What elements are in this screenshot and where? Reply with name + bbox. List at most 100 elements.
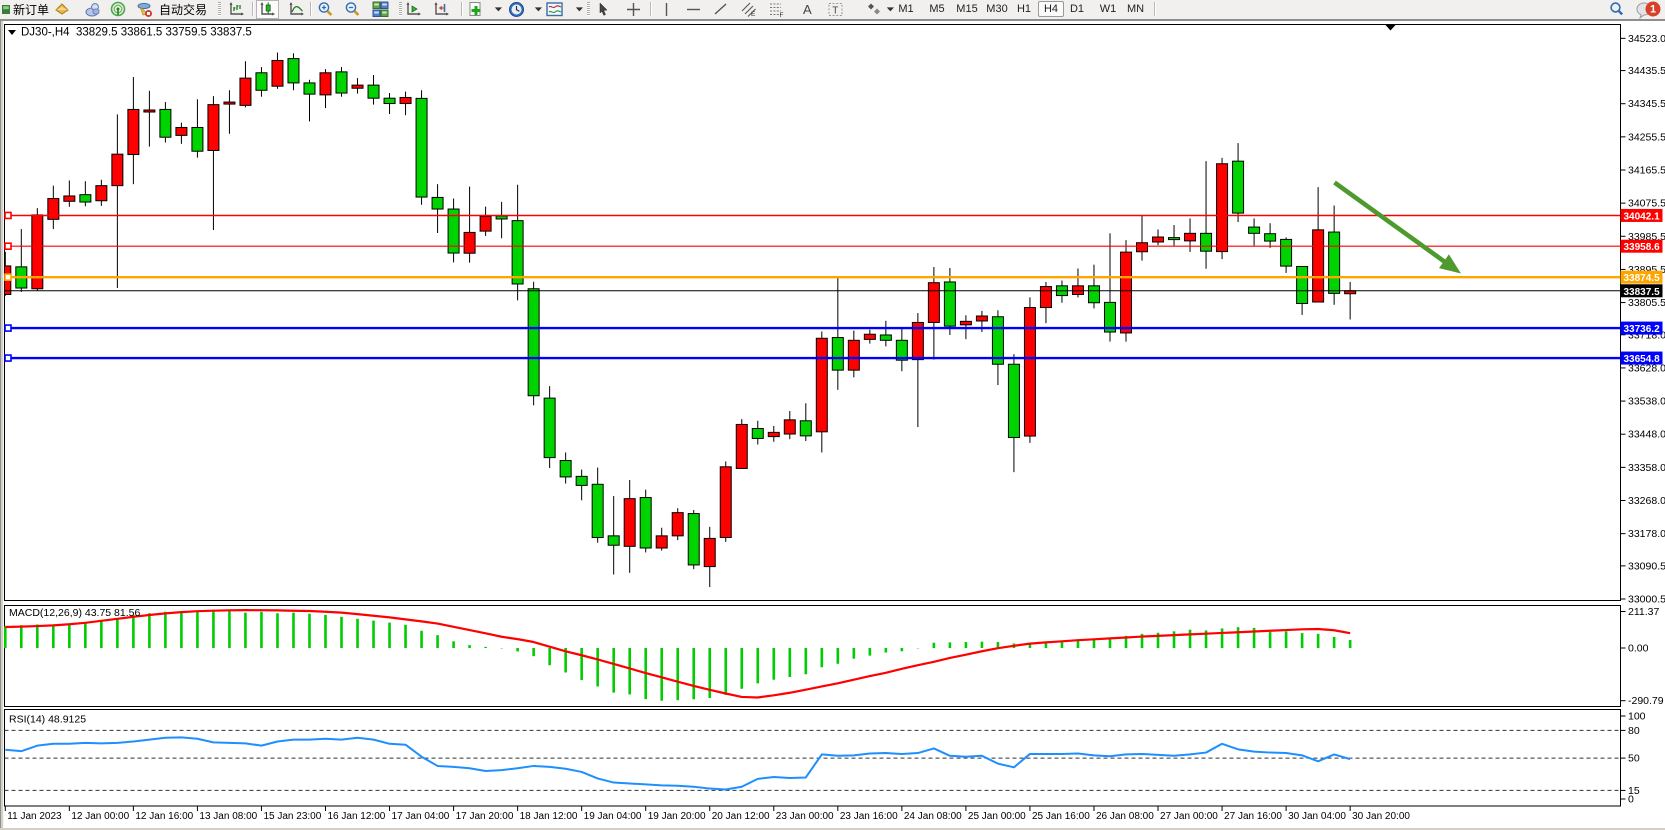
arrows-tool-icon[interactable]	[866, 1, 883, 18]
price-chip-33837.5: 33837.5	[1620, 284, 1663, 298]
toolbar-separator	[252, 2, 254, 16]
bar-chart-mode-icon[interactable]	[228, 1, 245, 18]
periods-dropdown-icon[interactable]	[530, 1, 547, 18]
svg-text:27 Jan 16:00: 27 Jan 16:00	[1224, 811, 1282, 822]
periods-icon[interactable]	[508, 1, 525, 18]
svg-text:34255.5: 34255.5	[1628, 131, 1665, 143]
svg-text:34435.5: 34435.5	[1628, 65, 1665, 77]
candles	[5, 52, 1357, 588]
template-dropdown-icon[interactable]	[571, 1, 588, 18]
horizontal-lines[interactable]	[4, 211, 1621, 362]
tile-windows-icon[interactable]	[372, 1, 389, 18]
vertical-line-tool-icon[interactable]	[658, 1, 675, 18]
text-label-tool-icon[interactable]: T	[827, 1, 844, 18]
notifications-button[interactable]: 1	[1634, 1, 1662, 19]
timeframe-H4[interactable]: H4	[1038, 1, 1064, 17]
price-chip-33958.6: 33958.6	[1620, 239, 1663, 253]
chart-shift-icon[interactable]	[433, 1, 450, 18]
svg-text:13 Jan 08:00: 13 Jan 08:00	[199, 811, 257, 822]
svg-text:E: E	[751, 11, 756, 18]
svg-text:20 Jan 12:00: 20 Jan 12:00	[712, 811, 770, 822]
svg-text:F: F	[780, 12, 784, 18]
chart-shift-marker[interactable]	[1385, 25, 1396, 31]
toolbar: 新订单 自动交易 E F A T M1 M5 M15 M30 H1 H4 D1 W1 MN 1	[0, 0, 1665, 20]
svg-text:33090.5: 33090.5	[1628, 560, 1665, 572]
community-icon[interactable]	[85, 1, 102, 18]
timeframe-M15[interactable]: M15	[956, 3, 978, 15]
indicators-icon[interactable]	[468, 1, 485, 18]
metaeditor-icon[interactable]	[54, 1, 71, 18]
svg-text:33448.0: 33448.0	[1628, 429, 1665, 441]
terminal-mini-icon	[0, 1, 10, 18]
cursor-tool-icon[interactable]	[595, 1, 612, 18]
auto-scroll-icon[interactable]	[405, 1, 422, 18]
toolbar-separator	[310, 2, 312, 16]
trendline-tool-icon[interactable]	[712, 1, 729, 18]
rsi-pane[interactable]: RSI(14) 48.9125 100 80 50 150	[4, 709, 1646, 807]
new-order-button[interactable]: 新订单	[13, 1, 49, 18]
time-axis[interactable]: 11 Jan 2023 12 Jan 00:00 12 Jan 16:00 13 Ja…	[4, 806, 1410, 822]
svg-text:80: 80	[1628, 725, 1640, 737]
svg-text:33805.5: 33805.5	[1628, 297, 1665, 309]
svg-text:17 Jan 20:00: 17 Jan 20:00	[456, 811, 514, 822]
svg-text:11 Jan 2023: 11 Jan 2023	[7, 811, 62, 822]
svg-text:211.37: 211.37	[1628, 606, 1659, 618]
auto-trading-icon[interactable]	[136, 1, 153, 18]
svg-text:34165.5: 34165.5	[1628, 165, 1665, 177]
price-axis[interactable]: 34523.0 34435.5 34345.5 34255.5 34165.5 34075…	[1620, 24, 1665, 606]
svg-text:50: 50	[1628, 753, 1640, 765]
svg-text:23 Jan 16:00: 23 Jan 16:00	[840, 811, 898, 822]
svg-text:25 Jan 00:00: 25 Jan 00:00	[968, 811, 1026, 822]
zoom-out-icon[interactable]	[344, 1, 361, 18]
price-chip-33874.5: 33874.5	[1620, 270, 1663, 284]
rsi-label: RSI(14) 48.9125	[9, 714, 86, 726]
rsi-line	[5, 736, 1351, 791]
zoom-in-icon[interactable]	[317, 1, 334, 18]
channel-tool-icon[interactable]: E	[740, 1, 757, 18]
hline-anchor	[4, 324, 12, 332]
hline-anchor	[4, 211, 12, 220]
toolbar-separator	[1154, 2, 1156, 16]
indicators-dropdown-icon[interactable]	[490, 1, 507, 18]
hline-anchor	[4, 273, 12, 281]
svg-text:34075.5: 34075.5	[1628, 198, 1665, 210]
svg-text:33000.5: 33000.5	[1628, 594, 1665, 606]
candlestick-mode-button[interactable]	[256, 0, 279, 19]
auto-trading-button[interactable]: 自动交易	[159, 1, 207, 18]
svg-text:18 Jan 12:00: 18 Jan 12:00	[520, 811, 578, 822]
trend-arrow[interactable]	[1333, 180, 1462, 274]
chart-window[interactable]: DJ30-,H4 33829.5 33861.5 33759.5 33837.5…	[0, 20, 1665, 830]
svg-text:26 Jan 08:00: 26 Jan 08:00	[1096, 811, 1154, 822]
svg-text:33178.0: 33178.0	[1628, 528, 1665, 540]
timeframe-M30[interactable]: M30	[986, 3, 1008, 15]
svg-text:-290.79: -290.79	[1628, 695, 1664, 707]
svg-text:12 Jan 16:00: 12 Jan 16:00	[135, 811, 193, 822]
svg-text:15: 15	[1628, 785, 1640, 797]
text-tool-icon[interactable]: A	[799, 1, 816, 18]
svg-text:33628.0: 33628.0	[1628, 362, 1665, 374]
svg-text:25 Jan 16:00: 25 Jan 16:00	[1032, 811, 1090, 822]
timeframe-W1[interactable]: W1	[1099, 3, 1117, 15]
chart-title: DJ30-,H4 33829.5 33861.5 33759.5 33837.5	[8, 27, 252, 39]
svg-text:16 Jan 12:00: 16 Jan 12:00	[328, 811, 386, 822]
horizontal-line-tool-icon[interactable]	[685, 1, 702, 18]
timeframe-H1[interactable]: H1	[1016, 3, 1032, 15]
search-icon[interactable]	[1608, 1, 1625, 18]
macd-pane[interactable]: MACD(12,26,9) 43.75 81.56 211.37 0.00 -290.…	[4, 605, 1664, 708]
line-chart-mode-icon[interactable]	[288, 1, 305, 18]
fibonacci-tool-icon[interactable]: F	[768, 1, 785, 18]
template-icon[interactable]	[546, 1, 563, 18]
symbol-dropdown-icon	[8, 30, 16, 35]
timeframe-M1[interactable]: M1	[898, 3, 914, 15]
arrows-dropdown-icon[interactable]	[882, 1, 899, 18]
timeframe-M5[interactable]: M5	[929, 3, 945, 15]
svg-text:30 Jan 04:00: 30 Jan 04:00	[1288, 811, 1346, 822]
timeframe-D1[interactable]: D1	[1069, 3, 1085, 15]
crosshair-tool-icon[interactable]	[625, 1, 642, 18]
svg-text:33874.5: 33874.5	[1624, 273, 1661, 284]
svg-text:27 Jan 00:00: 27 Jan 00:00	[1160, 811, 1218, 822]
title-text: DJ30-,H4 33829.5 33861.5 33759.5 33837.5	[21, 27, 252, 39]
signals-icon[interactable]	[110, 1, 127, 18]
new-order-label: 新订单	[13, 3, 50, 17]
timeframe-MN[interactable]: MN	[1126, 3, 1145, 15]
